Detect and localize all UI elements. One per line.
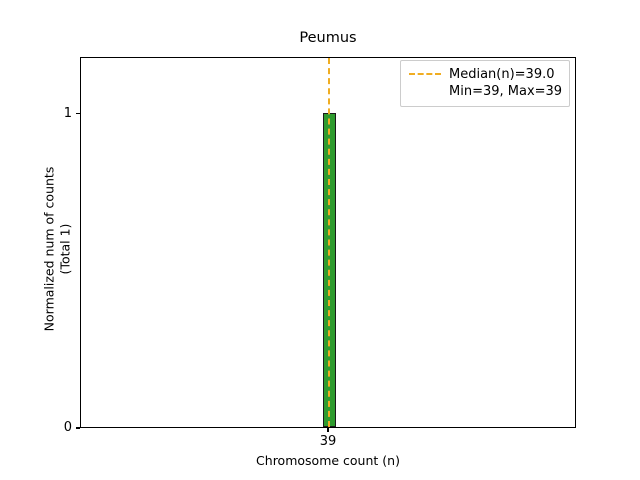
dashed-line-icon <box>408 68 442 82</box>
x-tick-label: 39 <box>319 434 337 449</box>
x-axis-label: Chromosome count (n) <box>256 453 400 468</box>
legend-label-median: Median(n)=39.0 <box>449 67 555 82</box>
legend-entry: Median(n)=39.0 <box>408 66 562 83</box>
legend: Median(n)=39.0 Min=39, Max=39 <box>400 60 571 107</box>
y-tick-label: 0 <box>63 420 72 435</box>
median-vline <box>327 58 330 427</box>
y-tick-mark <box>76 112 80 115</box>
page-title: Peumus <box>299 30 357 46</box>
y-tick-mark <box>76 427 80 429</box>
plot-area <box>80 57 576 428</box>
x-tick-mark <box>327 428 329 432</box>
legend-label-minmax: Min=39, Max=39 <box>449 84 563 99</box>
y-tick-label: 1 <box>63 105 72 121</box>
y-axis-label: Normalized num of counts (Total 1) <box>41 166 73 332</box>
